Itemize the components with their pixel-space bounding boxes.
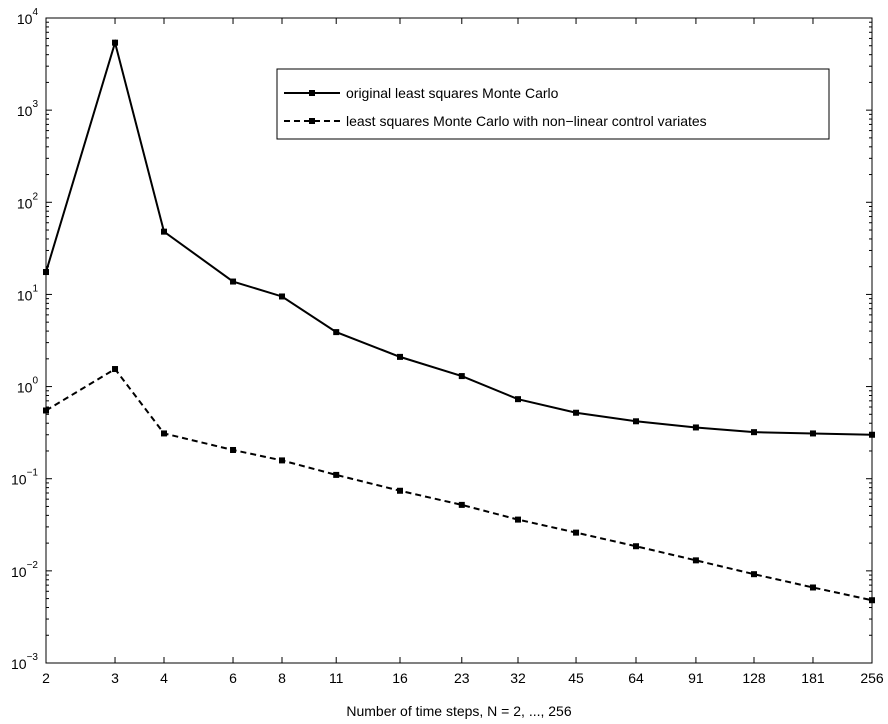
- series-1-point: [633, 418, 639, 425]
- x-axis-label: Number of time steps, N = 2, ..., 256: [346, 703, 571, 719]
- x-tick-label: 6: [229, 670, 237, 686]
- y-tick-exponent: 0: [32, 376, 38, 387]
- x-tick-label: 23: [454, 670, 470, 686]
- series-2-point: [692, 557, 699, 564]
- y-tick-base: 10: [17, 287, 33, 303]
- y-tick-base: 10: [17, 380, 33, 396]
- y-tick-label: 101: [17, 283, 39, 303]
- series-2-point: [279, 457, 285, 464]
- y-tick-exponent: 2: [32, 191, 38, 202]
- x-tick-label: 11: [329, 670, 344, 686]
- legend-marker-1: [309, 90, 315, 96]
- y-tick-base: 10: [11, 564, 27, 580]
- y-tick-label: 100: [17, 376, 39, 396]
- y-tick-base: 10: [17, 195, 33, 211]
- legend-label-1: original least squares Monte Carlo: [346, 85, 559, 101]
- y-tick-label: 10−2: [11, 560, 38, 580]
- x-tick-label: 64: [628, 670, 644, 686]
- y-tick-exponent: 4: [32, 7, 38, 18]
- series-1-point: [161, 228, 167, 235]
- series-2-point: [112, 366, 119, 373]
- series-1-point: [230, 278, 237, 285]
- series-2-point: [809, 584, 816, 591]
- legend-label-2: least squares Monte Carlo with non−linea…: [346, 113, 707, 129]
- series-2-point: [751, 571, 757, 578]
- x-tick-label: 16: [392, 670, 408, 686]
- x-tick-label: 45: [568, 670, 584, 686]
- series-2-point: [397, 487, 403, 494]
- series-2-point: [161, 430, 167, 437]
- x-tick-label: 91: [688, 670, 704, 686]
- x-tick-label: 128: [742, 670, 766, 686]
- series-line-2: [45, 367, 873, 602]
- legend-box: [276, 68, 830, 140]
- series-2-point: [869, 597, 875, 604]
- x-tick-label: 8: [278, 670, 286, 686]
- y-tick-label: 10−3: [11, 652, 38, 672]
- x-tick-label: 32: [510, 670, 526, 686]
- y-tick-base: 10: [17, 11, 33, 27]
- y-tick-exponent: 1: [32, 283, 38, 294]
- series-1-point: [692, 424, 699, 431]
- legend-marker-2: [309, 118, 315, 124]
- y-tick-base: 10: [11, 472, 27, 488]
- series-1-point: [333, 329, 340, 336]
- series-2-point: [458, 501, 465, 508]
- x-tick-label: 2: [42, 670, 50, 686]
- series-2-point: [633, 543, 639, 550]
- y-tick-label: 104: [17, 7, 39, 27]
- series-1-point: [458, 373, 465, 380]
- series-1-point: [515, 396, 521, 403]
- x-tick-label: 4: [160, 670, 168, 686]
- series-layer: [43, 38, 875, 604]
- y-tick-exponent: −3: [27, 652, 39, 663]
- y-tick-label: 10−1: [11, 468, 38, 488]
- series-2-point: [230, 446, 237, 453]
- series-1-point: [43, 269, 49, 276]
- series-1-point: [397, 353, 403, 360]
- x-tick-label: 181: [801, 670, 825, 686]
- series-1-point: [751, 429, 757, 436]
- y-tick-exponent: −2: [27, 560, 39, 571]
- y-tick-base: 10: [11, 656, 27, 672]
- series-1-point: [112, 39, 119, 46]
- y-tick-exponent: −1: [27, 468, 39, 479]
- series-2-point: [573, 529, 580, 536]
- series-1-point: [279, 293, 285, 300]
- y-tick-label: 102: [17, 191, 39, 211]
- series-1-point: [573, 409, 580, 416]
- series-1-point: [809, 430, 816, 437]
- x-tick-label: 256: [860, 670, 884, 686]
- series-2-point: [515, 516, 521, 523]
- x-axis-ticks: 2 3 4 6 8 11 16 23 32 45 64 91 128 181 256: [42, 18, 884, 686]
- y-tick-exponent: 3: [32, 99, 38, 110]
- series-2-point: [43, 407, 49, 414]
- series-2-point: [333, 471, 340, 478]
- series-1-point: [869, 431, 875, 438]
- legend: original least squares Monte Carlo least …: [276, 68, 830, 140]
- x-tick-label: 3: [111, 670, 119, 686]
- y-tick-label: 103: [17, 99, 39, 119]
- y-tick-base: 10: [17, 103, 33, 119]
